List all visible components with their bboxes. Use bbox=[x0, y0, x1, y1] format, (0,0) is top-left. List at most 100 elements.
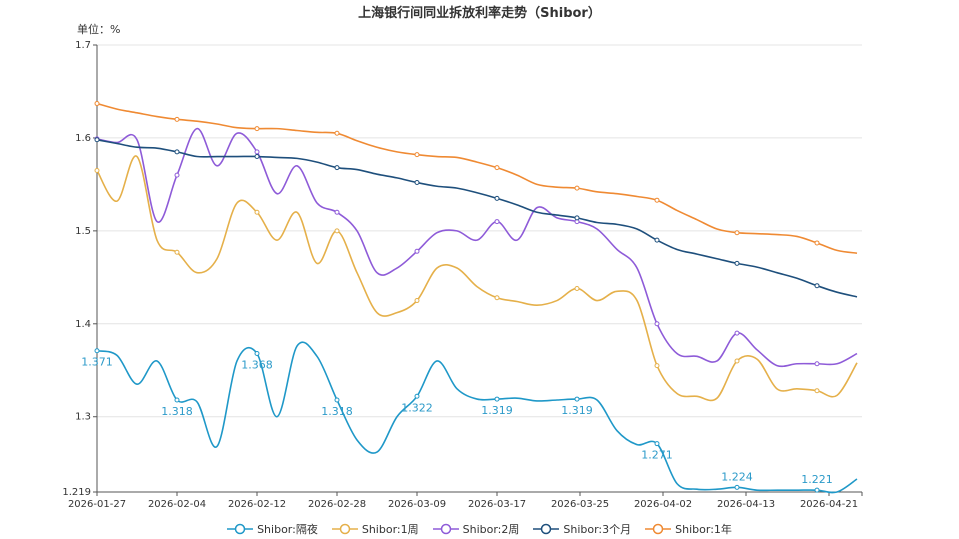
data-point[interactable] bbox=[334, 397, 340, 403]
legend-line-circle-icon bbox=[432, 523, 459, 535]
data-point[interactable] bbox=[254, 209, 260, 215]
data-point[interactable] bbox=[814, 388, 820, 394]
data-point[interactable] bbox=[414, 248, 420, 254]
x-tick-label: 2026-04-02 bbox=[634, 499, 692, 510]
data-point[interactable] bbox=[334, 165, 340, 171]
data-point[interactable] bbox=[94, 348, 100, 354]
data-point[interactable] bbox=[654, 321, 660, 327]
data-point[interactable] bbox=[814, 487, 820, 493]
y-tick-label: 1.219 bbox=[62, 487, 91, 498]
data-point[interactable] bbox=[174, 172, 180, 178]
x-tick-label: 2026-03-17 bbox=[468, 499, 526, 510]
unit-label: 单位：% bbox=[77, 23, 121, 36]
legend-label: Shibor:1年 bbox=[675, 523, 732, 536]
data-point[interactable] bbox=[494, 396, 500, 402]
data-point[interactable] bbox=[734, 230, 740, 236]
data-label: 1.271 bbox=[641, 449, 673, 462]
data-point[interactable] bbox=[654, 237, 660, 243]
legend-label: Shibor:隔夜 bbox=[257, 523, 318, 536]
y-tick-label: 1.3 bbox=[75, 412, 91, 423]
data-point[interactable] bbox=[174, 149, 180, 155]
data-label: 1.221 bbox=[801, 473, 833, 486]
x-tick-label: 2026-04-13 bbox=[717, 499, 775, 510]
data-point[interactable] bbox=[654, 441, 660, 447]
data-point[interactable] bbox=[254, 126, 260, 132]
data-point[interactable] bbox=[574, 185, 580, 191]
legend-label: Shibor:1周 bbox=[361, 523, 419, 536]
data-point[interactable] bbox=[814, 240, 820, 246]
y-tick-label: 1.5 bbox=[75, 226, 91, 237]
data-point[interactable] bbox=[494, 295, 500, 301]
series-2 bbox=[94, 127, 858, 368]
series-0: 1.371 1.318 1.368 1.318 1.322 1.319 1.319 1.271… bbox=[81, 341, 858, 494]
data-point[interactable] bbox=[414, 152, 420, 158]
data-point[interactable] bbox=[334, 209, 340, 215]
data-point[interactable] bbox=[814, 283, 820, 289]
series-line bbox=[96, 102, 858, 254]
data-point[interactable] bbox=[574, 215, 580, 221]
y-tick-label: 1.4 bbox=[75, 319, 91, 330]
x-tick-label: 2026-03-25 bbox=[551, 499, 609, 510]
legend-line-circle-icon bbox=[533, 523, 560, 535]
y-tick-label: 1.7 bbox=[75, 40, 91, 51]
data-point[interactable] bbox=[254, 149, 260, 155]
data-point[interactable] bbox=[174, 116, 180, 122]
legend: Shibor:隔夜 Shibor:1周 Shibor:2周 Shibor:3个月 Shi… bbox=[0, 521, 959, 537]
series-line bbox=[96, 139, 858, 298]
data-point[interactable] bbox=[654, 197, 660, 203]
data-point[interactable] bbox=[414, 393, 420, 399]
data-point[interactable] bbox=[734, 484, 740, 490]
data-point[interactable] bbox=[494, 195, 500, 201]
data-point[interactable] bbox=[734, 330, 740, 336]
data-label: 1.371 bbox=[81, 356, 113, 369]
legend-item[interactable]: Shibor:2周 bbox=[432, 521, 520, 537]
legend-item[interactable]: Shibor:3个月 bbox=[533, 521, 631, 537]
legend-label: Shibor:2周 bbox=[462, 523, 520, 536]
data-point[interactable] bbox=[574, 285, 580, 291]
data-point[interactable] bbox=[414, 298, 420, 304]
x-tick-label: 2026-03-09 bbox=[388, 499, 446, 510]
data-label: 1.319 bbox=[561, 404, 593, 417]
series-4 bbox=[94, 101, 858, 254]
legend-item[interactable]: Shibor:隔夜 bbox=[227, 521, 318, 537]
data-point[interactable] bbox=[334, 228, 340, 234]
data-point[interactable] bbox=[254, 351, 260, 357]
data-point[interactable] bbox=[494, 165, 500, 171]
data-label: 1.322 bbox=[401, 401, 433, 414]
legend-label: Shibor:3个月 bbox=[563, 523, 632, 536]
legend-item[interactable]: Shibor:1周 bbox=[331, 521, 419, 537]
data-label: 1.319 bbox=[481, 404, 513, 417]
data-point[interactable] bbox=[94, 101, 100, 107]
data-point[interactable] bbox=[574, 396, 580, 402]
series-1 bbox=[94, 155, 858, 402]
legend-item[interactable]: Shibor:1年 bbox=[645, 521, 732, 537]
data-label: 1.224 bbox=[721, 470, 753, 483]
data-point[interactable] bbox=[734, 260, 740, 266]
data-point[interactable] bbox=[94, 137, 100, 143]
x-tick-label: 2026-02-12 bbox=[228, 499, 286, 510]
data-point[interactable] bbox=[494, 219, 500, 225]
x-tick-label: 2026-02-28 bbox=[308, 499, 366, 510]
data-point[interactable] bbox=[174, 249, 180, 255]
legend-line-circle-icon bbox=[645, 523, 672, 535]
data-point[interactable] bbox=[814, 361, 820, 367]
data-point[interactable] bbox=[94, 167, 100, 173]
x-tick-label: 2026-04-21 bbox=[800, 499, 858, 510]
data-point[interactable] bbox=[654, 363, 660, 369]
series-line bbox=[96, 155, 858, 402]
data-label: 1.368 bbox=[241, 359, 273, 372]
x-tick-label: 2026-02-04 bbox=[148, 499, 206, 510]
data-label: 1.318 bbox=[321, 405, 353, 418]
data-point[interactable] bbox=[414, 180, 420, 186]
series-line bbox=[96, 127, 858, 368]
data-point[interactable] bbox=[174, 397, 180, 403]
x-tick-label: 2026-01-27 bbox=[68, 499, 126, 510]
series-line bbox=[96, 341, 858, 494]
series-3 bbox=[94, 137, 858, 298]
y-tick-label: 1.6 bbox=[75, 133, 91, 144]
data-point[interactable] bbox=[334, 130, 340, 136]
data-point[interactable] bbox=[254, 154, 260, 160]
data-point[interactable] bbox=[734, 358, 740, 364]
data-label: 1.318 bbox=[161, 405, 193, 418]
